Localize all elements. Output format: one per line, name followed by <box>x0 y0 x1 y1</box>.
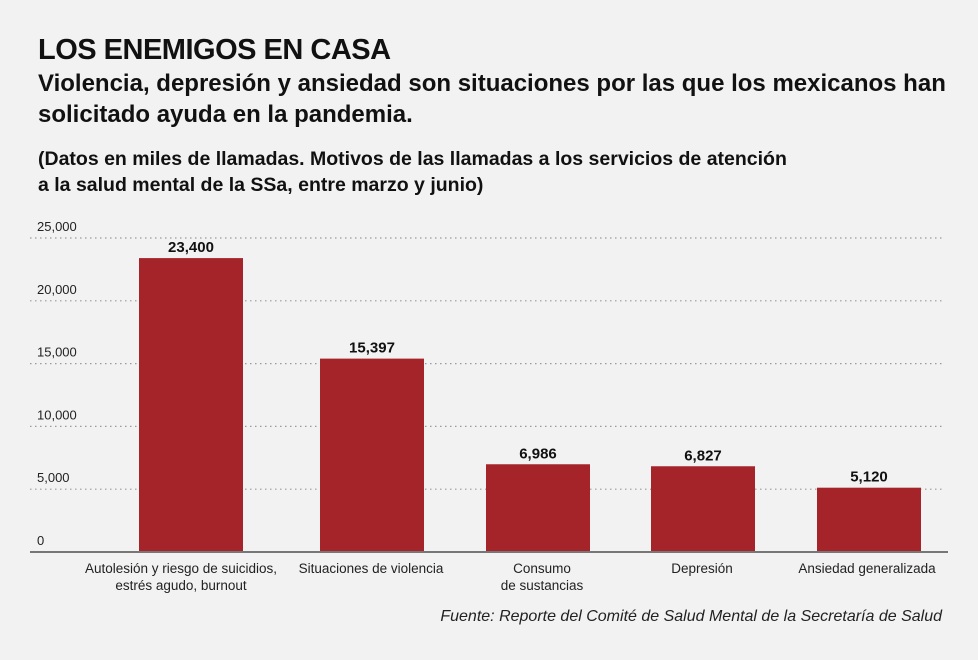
bar-value-label: 6,827 <box>684 447 722 464</box>
chart-note-line-2: a la salud mental de la SSa, entre marzo… <box>38 174 484 196</box>
bar <box>139 258 243 552</box>
y-tick-label: 0 <box>37 533 44 548</box>
y-tick-label: 20,000 <box>37 282 77 297</box>
chart-note-line-1: (Datos en miles de llamadas. Motivos de … <box>38 148 787 170</box>
y-tick-label: 10,000 <box>37 407 77 422</box>
bar <box>320 358 424 552</box>
bar <box>651 466 755 552</box>
x-category-label: Autolesión y riesgo de suicidios, <box>85 561 277 576</box>
bar-value-label: 6,986 <box>519 445 557 462</box>
x-category-label: Depresión <box>671 561 733 576</box>
bar-value-label: 5,120 <box>850 469 888 486</box>
bar-value-label: 23,400 <box>168 239 214 256</box>
chart-note: (Datos en miles de llamadas. Motivos de … <box>38 146 938 198</box>
source-note: Fuente: Reporte del Comité de Salud Ment… <box>440 608 942 625</box>
chart-subtitle: Violencia, depresión y ansiedad son situ… <box>38 70 946 128</box>
bar <box>486 464 590 552</box>
y-tick-label: 15,000 <box>37 345 77 360</box>
x-category-label: estrés agudo, burnout <box>115 578 247 593</box>
bar-value-label: 15,397 <box>349 340 395 357</box>
bar-chart: 0 5,000 10,000 15,000 20,000 25,000 23,400 Auto… <box>30 219 948 593</box>
y-tick-label: 25,000 <box>37 219 77 234</box>
y-tick-label: 5,000 <box>37 470 70 485</box>
chart-title: LOS ENEMIGOS EN CASA <box>38 34 391 66</box>
x-category-label: Consumo <box>513 561 571 576</box>
x-category-label: de sustancias <box>501 578 584 593</box>
bar <box>817 487 921 552</box>
x-category-label: Ansiedad generalizada <box>798 561 936 576</box>
x-category-label: Situaciones de violencia <box>299 561 444 576</box>
